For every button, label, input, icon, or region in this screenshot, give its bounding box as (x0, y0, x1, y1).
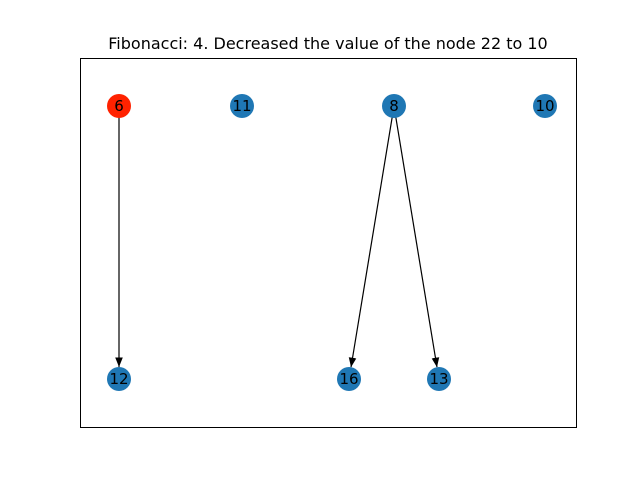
diagram-title: Fibonacci: 4. Decreased the value of the… (108, 34, 547, 53)
node-12: 12 (107, 367, 131, 391)
nodes-layer: 6 11 8 10 12 16 13 (107, 94, 557, 391)
node-8: 8 (382, 94, 406, 118)
edges-layer (115, 107, 440, 368)
node-11: 11 (230, 94, 254, 118)
node-10: 10 (533, 94, 557, 118)
node-circle (427, 367, 451, 391)
node-16: 16 (337, 367, 361, 391)
node-13: 13 (427, 367, 451, 391)
node-label: 16 (339, 370, 358, 388)
node-label: 12 (109, 370, 128, 388)
edge-n8-n13 (393, 107, 440, 368)
node-6: 6 (107, 94, 131, 118)
node-label: 11 (232, 97, 251, 115)
node-circle (107, 367, 131, 391)
plot-frame (80, 58, 577, 428)
node-circle (230, 94, 254, 118)
node-label: 13 (429, 370, 448, 388)
node-circle (533, 94, 557, 118)
node-label: 6 (114, 97, 124, 115)
node-circle (382, 94, 406, 118)
edge-n8-n16 (348, 107, 395, 368)
node-label: 10 (535, 97, 554, 115)
node-circle (107, 94, 131, 118)
node-label: 8 (389, 97, 399, 115)
node-circle (337, 367, 361, 391)
